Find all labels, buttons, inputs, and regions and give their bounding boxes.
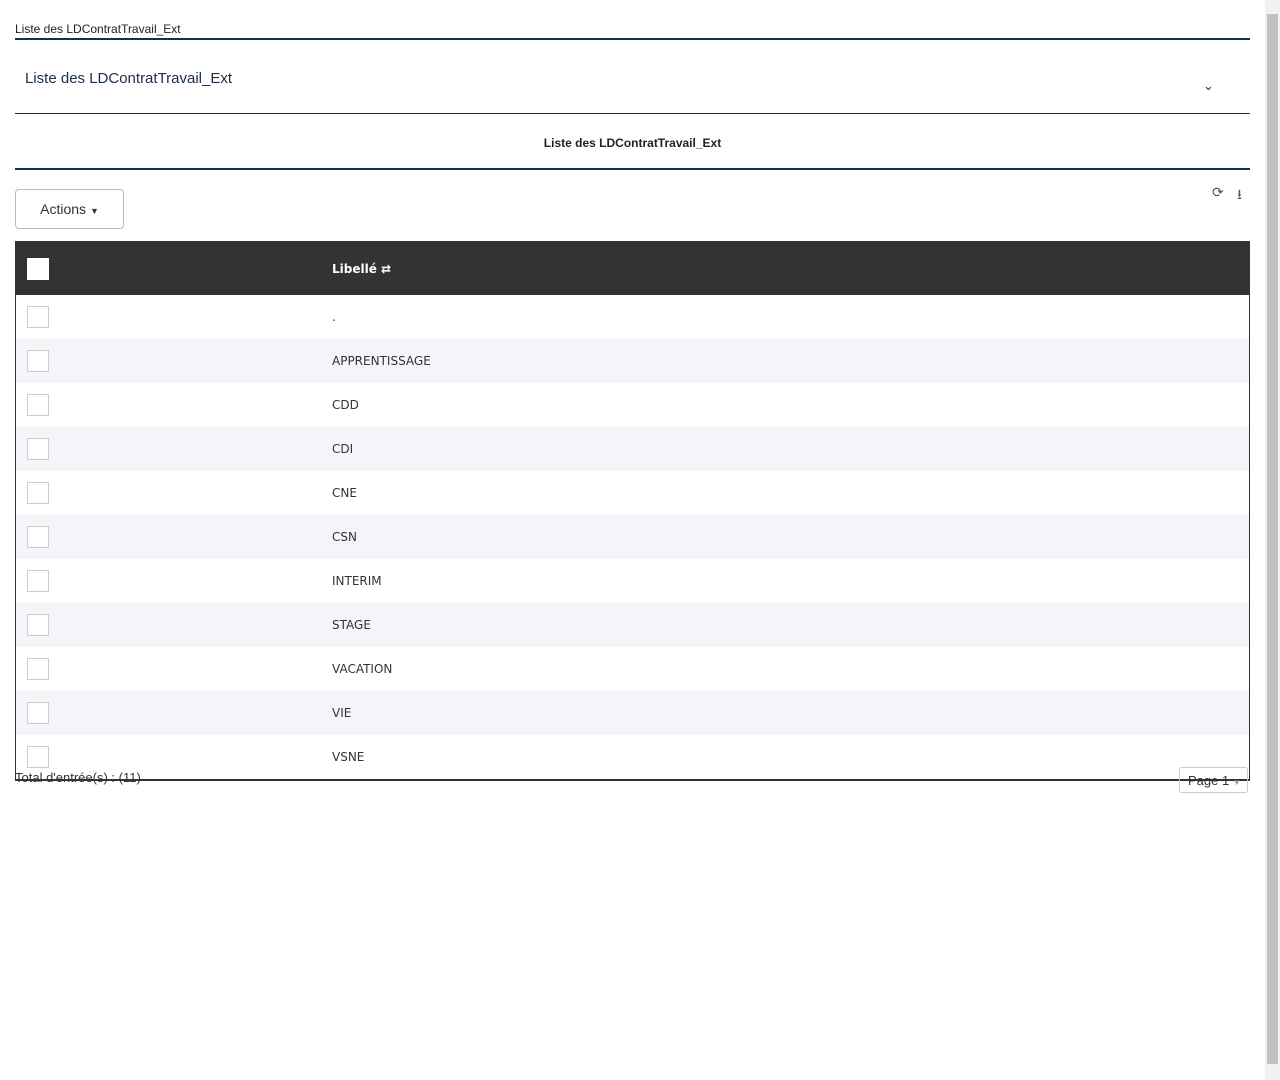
- table-row[interactable]: CNE: [16, 471, 1250, 515]
- divider: [15, 38, 1250, 40]
- divider: [15, 113, 1250, 114]
- cell-libelle: CDI: [331, 427, 1250, 471]
- total-entries: Total d'entrée(s) : (11): [15, 770, 141, 785]
- breadcrumb: Liste des LDContratTravail_Ext: [15, 22, 181, 36]
- row-checkbox[interactable]: [27, 702, 49, 724]
- cell-libelle: STAGE: [331, 603, 1250, 647]
- sort-icon[interactable]: ⇄: [381, 261, 392, 276]
- table-row[interactable]: INTERIM: [16, 559, 1250, 603]
- page-select[interactable]: Page 1 ▼: [1179, 767, 1248, 793]
- chevron-down-icon[interactable]: ⌄: [1203, 78, 1214, 93]
- row-checkbox[interactable]: [27, 570, 49, 592]
- cell-libelle: VSNE: [332, 750, 365, 764]
- data-table: Libellé ⇄ . APPRENTISSAGE CDD CDI CNE CSN INTE…: [15, 241, 1250, 781]
- refresh-icon[interactable]: ⟳: [1212, 184, 1224, 200]
- cell-libelle: VACATION: [332, 662, 393, 676]
- cell-libelle: .: [332, 310, 336, 324]
- row-checkbox[interactable]: [27, 482, 49, 504]
- table-row[interactable]: VIE: [15, 691, 1250, 735]
- header-label: Libellé: [332, 261, 377, 276]
- row-checkbox[interactable]: [27, 394, 49, 416]
- cell-libelle: APPRENTISSAGE: [331, 339, 1250, 383]
- table-row[interactable]: CDD: [16, 383, 1250, 427]
- row-checkbox[interactable]: [27, 614, 49, 636]
- cell-libelle: INTERIM: [332, 574, 382, 588]
- cell-libelle: CNE: [332, 486, 357, 500]
- row-checkbox[interactable]: [27, 746, 49, 768]
- table-row[interactable]: VACATION: [16, 647, 1250, 691]
- table-row[interactable]: STAGE: [15, 603, 1250, 647]
- table-row[interactable]: APPRENTISSAGE: [15, 339, 1250, 383]
- page-label: Page 1: [1188, 773, 1230, 788]
- table-title: Liste des LDContratTravail_Ext: [543, 136, 722, 150]
- caret-down-icon: ▼: [89, 206, 99, 216]
- cell-libelle: VIE: [331, 691, 1250, 735]
- actions-label: Actions: [40, 201, 87, 217]
- panel-title[interactable]: Liste des LDContratTravail_Ext: [25, 70, 233, 87]
- row-checkbox[interactable]: [27, 306, 49, 328]
- scrollbar-thumb[interactable]: [1267, 14, 1278, 1064]
- actions-button[interactable]: Actions ▼: [15, 189, 124, 229]
- cell-libelle: CSN: [331, 515, 1250, 559]
- scrollbar[interactable]: [1265, 0, 1280, 1080]
- table-row[interactable]: VSNE: [16, 735, 1250, 780]
- cell-libelle: CDD: [332, 398, 359, 412]
- download-icon[interactable]: ⭳: [1237, 186, 1242, 202]
- caret-down-icon: ▼: [1232, 778, 1241, 787]
- table-row[interactable]: CSN: [15, 515, 1250, 559]
- divider: [15, 168, 1250, 170]
- table-row[interactable]: .: [16, 295, 1250, 339]
- table-row[interactable]: CDI: [15, 427, 1250, 471]
- row-checkbox[interactable]: [27, 526, 49, 548]
- row-checkbox[interactable]: [27, 350, 49, 372]
- select-all-checkbox[interactable]: [27, 257, 49, 280]
- row-checkbox[interactable]: [27, 658, 49, 680]
- column-header-libelle[interactable]: Libellé ⇄: [331, 241, 1250, 295]
- row-checkbox[interactable]: [27, 438, 49, 460]
